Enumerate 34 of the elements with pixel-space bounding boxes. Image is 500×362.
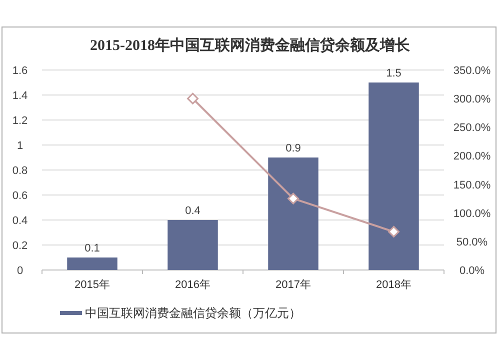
y2-tick-label: 100.0% xyxy=(453,208,491,220)
y2-tick-label: 200.0% xyxy=(453,150,491,163)
bar xyxy=(67,258,118,270)
chart-title: 2015-2018年中国互联网消费金融信贷余额及增长 xyxy=(90,36,411,54)
y-tick-label: 0 xyxy=(16,265,24,277)
point xyxy=(187,92,198,104)
bar xyxy=(268,158,318,270)
y-tick-label: 1 xyxy=(16,140,24,152)
data-label: 1.5 xyxy=(386,68,402,80)
bar xyxy=(168,220,218,270)
y2-tick-label: 300.0% xyxy=(453,94,491,106)
y2-tick-label: 250.0% xyxy=(453,122,491,134)
y2-tick-label: 150.0% xyxy=(453,179,491,192)
y-tick-label: 1.4 xyxy=(12,90,28,102)
x-tick-label: 2017年 xyxy=(276,279,311,291)
x-tick-label: 2015年 xyxy=(74,279,110,291)
y2-tick-label: 0.0% xyxy=(459,265,485,277)
point xyxy=(288,192,299,204)
y-tick-label: 0.8 xyxy=(12,165,28,177)
x-tick-label: 2018年 xyxy=(376,279,412,291)
bar xyxy=(368,82,419,270)
x-tick-label: 2016年 xyxy=(175,279,210,291)
y2-tick-label: 350.0% xyxy=(453,65,491,77)
data-label: 0.1 xyxy=(84,242,100,254)
legend-label: 中国互联网消费金融信贷余额（万亿元） xyxy=(85,306,301,320)
y-tick-label: 0.6 xyxy=(12,190,28,202)
y-tick-label: 1.2 xyxy=(12,115,28,127)
y-tick-label: 0.2 xyxy=(12,240,28,252)
y2-tick-label: 50.0% xyxy=(456,236,488,248)
y-tick-label: 0.4 xyxy=(12,215,28,227)
point xyxy=(388,226,400,238)
data-label: 0.4 xyxy=(185,205,200,217)
data-label: 0.9 xyxy=(286,142,301,154)
y-tick-label: 1.6 xyxy=(12,65,28,77)
